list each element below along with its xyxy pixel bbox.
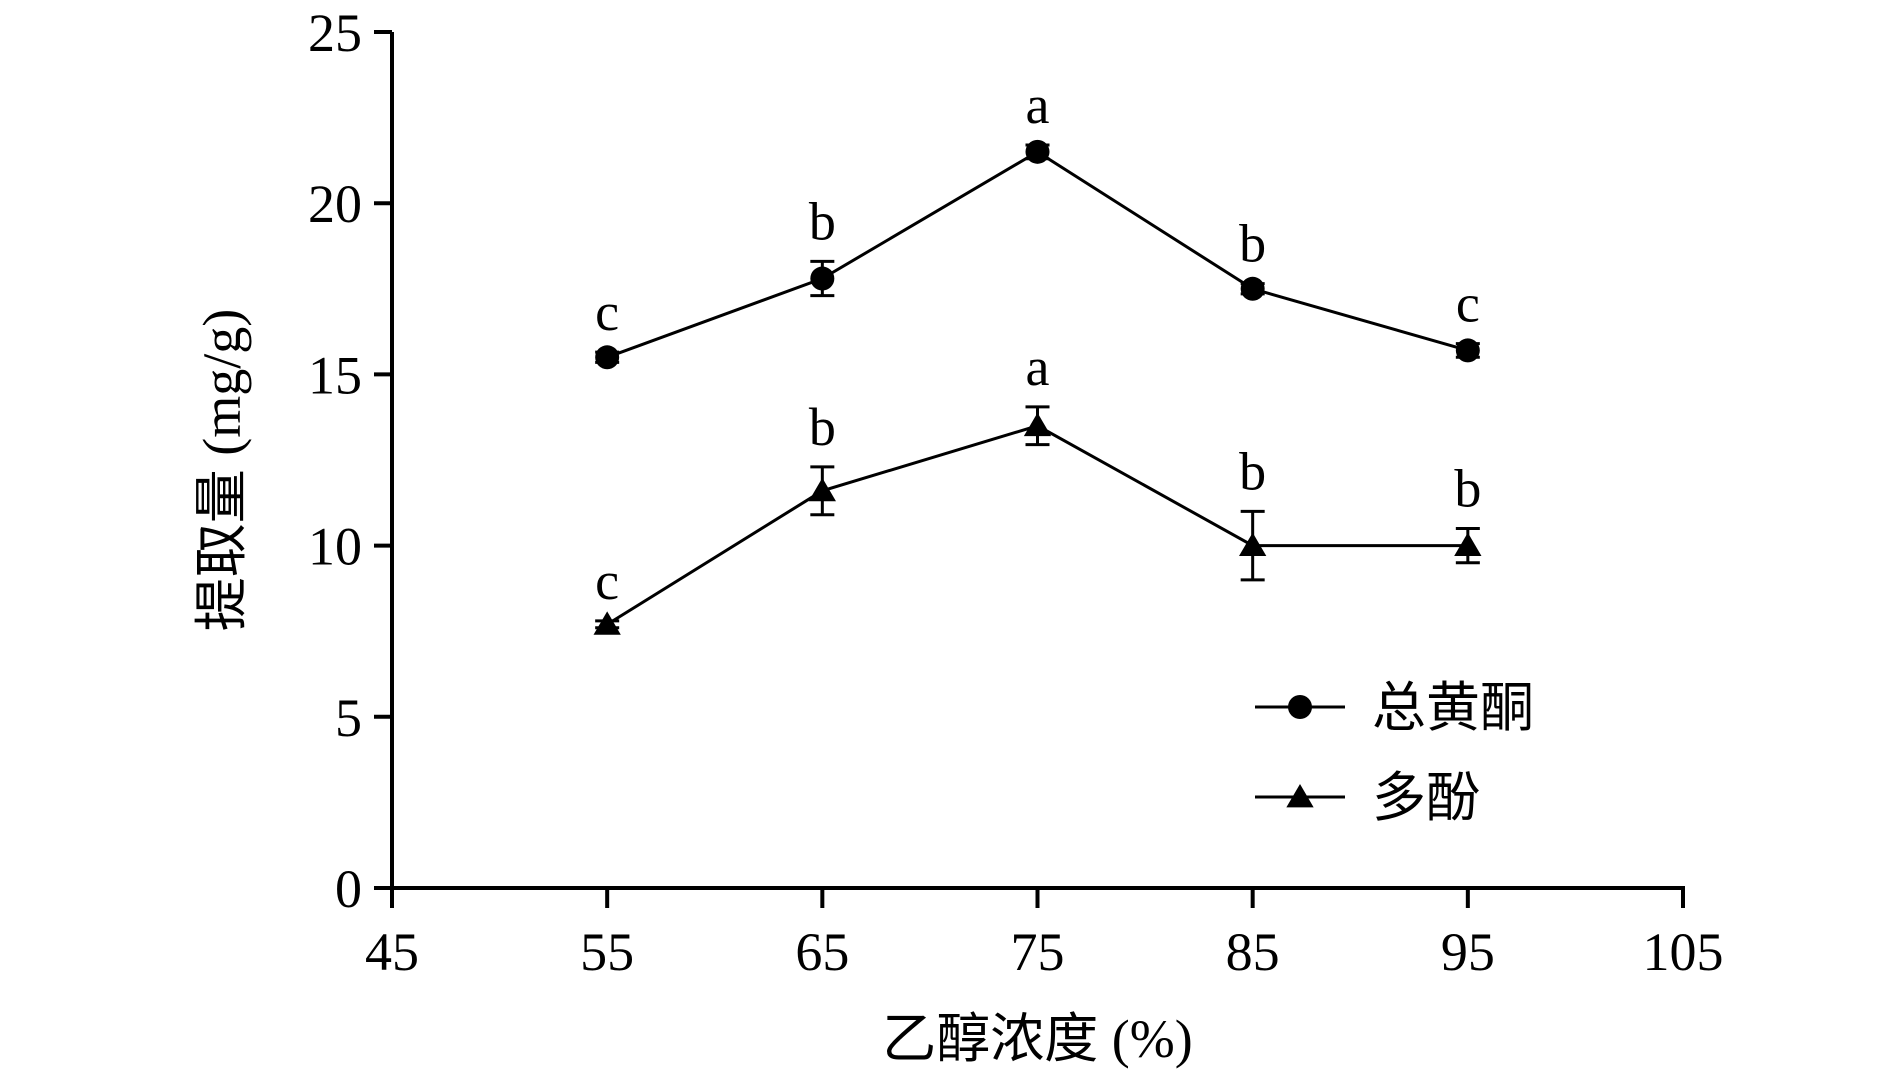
y-tick-label: 0	[335, 859, 362, 919]
data-point-triangle	[1454, 532, 1482, 556]
data-point-circle	[1240, 276, 1265, 301]
series-line	[606, 424, 1468, 626]
data-point-triangle	[1239, 532, 1267, 556]
series-flavonoids: c b a b c	[595, 75, 1480, 370]
legend: 总黄酮 多酚	[1255, 678, 1534, 828]
y-axis-title: 提取量 (mg/g)	[192, 309, 252, 631]
legend-triangle-marker	[1286, 784, 1314, 808]
significance-label: a	[1026, 337, 1050, 397]
y-tick-label: 20	[308, 174, 362, 234]
y-tick-label: 15	[308, 345, 362, 405]
data-point-triangle	[808, 477, 836, 502]
x-tick-label: 85	[1226, 922, 1280, 982]
x-axis-title: 乙醇浓度 (%)	[882, 1009, 1192, 1069]
legend-entry-flavonoids: 总黄酮	[1255, 678, 1534, 738]
legend-label-polyphenols: 多酚	[1372, 768, 1480, 828]
series-polyphenols: c b a b b	[593, 337, 1482, 635]
y-tick-label: 5	[335, 688, 362, 748]
data-point-circle	[1455, 338, 1480, 363]
y-tick-label: 10	[308, 517, 362, 577]
legend-circle-marker	[1288, 695, 1312, 719]
y-axis-ticks: 0 5 10 15 20 25	[308, 3, 392, 919]
legend-entry-polyphenols: 多酚	[1255, 768, 1480, 828]
plot-series: c b a b c c b a b b	[593, 75, 1482, 635]
significance-label: b	[809, 397, 836, 457]
series-line	[606, 150, 1469, 359]
data-point-triangle	[593, 611, 621, 635]
x-tick-label: 95	[1441, 922, 1495, 982]
data-point-circle	[1025, 139, 1050, 164]
significance-label: c	[595, 282, 619, 342]
significance-label: b	[809, 191, 836, 251]
data-point-circle	[595, 345, 620, 370]
x-tick-label: 75	[1011, 922, 1065, 982]
significance-label: b	[1239, 441, 1266, 501]
legend-label-flavonoids: 总黄酮	[1372, 678, 1534, 738]
significance-label: a	[1026, 75, 1050, 135]
x-tick-label: 105	[1643, 922, 1724, 982]
significance-label: b	[1239, 214, 1266, 274]
x-tick-label: 65	[795, 922, 849, 982]
significance-label: c	[1456, 274, 1480, 334]
data-point-triangle	[1023, 412, 1052, 437]
significance-label: c	[595, 551, 619, 611]
y-tick-label: 25	[308, 3, 362, 63]
x-tick-label: 45	[365, 922, 419, 982]
x-tick-label: 55	[580, 922, 634, 982]
data-point-circle	[810, 266, 835, 291]
x-axis-ticks: 45 55 65 75 85 95 105	[365, 888, 1724, 982]
significance-label: b	[1454, 458, 1481, 518]
